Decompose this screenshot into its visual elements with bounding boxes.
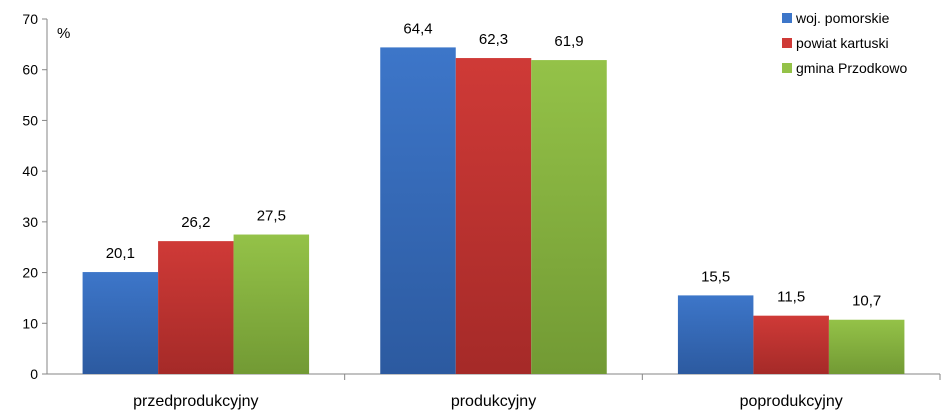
bar — [828, 319, 905, 374]
y-tick-label: 40 — [22, 163, 38, 179]
y-tick-label: 30 — [22, 214, 38, 230]
bar — [753, 315, 829, 374]
y-tick-label: 70 — [22, 11, 38, 27]
data-label: 11,5 — [777, 289, 805, 306]
legend: woj. pomorskie powiat kartuski gmina Przod… — [782, 10, 907, 76]
y-tick-label: 0 — [30, 366, 38, 382]
category-label: przedprodukcyjny — [133, 393, 258, 410]
data-label: 27,5 — [257, 208, 286, 225]
bar — [455, 58, 532, 375]
data-label: 20,1 — [106, 245, 135, 262]
data-label: 64,4 — [403, 20, 432, 37]
data-label: 62,3 — [479, 31, 508, 48]
bars — [82, 47, 905, 375]
y-unit-label: % — [57, 25, 70, 42]
bar — [82, 272, 159, 374]
data-label: 26,2 — [181, 214, 210, 231]
legend-swatch — [782, 38, 792, 48]
bar — [531, 60, 607, 374]
y-tick-label: 50 — [22, 112, 38, 128]
category-label: produkcyjny — [451, 393, 536, 410]
bar — [677, 295, 754, 374]
y-tick-label: 10 — [22, 315, 38, 331]
data-label: 61,9 — [554, 33, 583, 50]
bar — [233, 234, 310, 374]
y-tick-label: 60 — [22, 62, 38, 78]
legend-label: gmina Przodkowo — [796, 60, 907, 76]
bar — [380, 47, 456, 375]
legend-label: powiat kartuski — [796, 35, 889, 51]
legend-swatch — [782, 63, 792, 73]
legend-label: woj. pomorskie — [795, 10, 890, 26]
axes: 0 10 20 30 40 50 60 70% przedprodukcyjny produkcy… — [22, 11, 941, 410]
bar — [158, 241, 234, 374]
data-label: 15,5 — [701, 268, 730, 285]
legend-swatch — [782, 13, 792, 23]
y-tick-label: 20 — [22, 265, 38, 281]
category-label: poprodukcyjny — [740, 393, 843, 410]
data-label: 10,7 — [852, 293, 881, 310]
data-labels: 20,1 26,2 27,5 64,4 62,3 61,9 15,5 11,5 10,7 — [106, 20, 882, 309]
